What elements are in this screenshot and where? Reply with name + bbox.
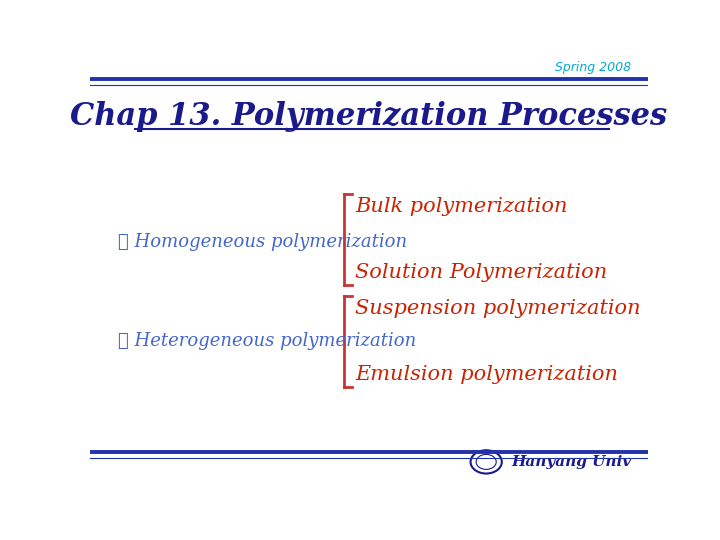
- Text: Bulk polymerization: Bulk polymerization: [355, 197, 567, 215]
- Text: Suspension polymerization: Suspension polymerization: [355, 299, 641, 318]
- Text: Solution Polymerization: Solution Polymerization: [355, 263, 607, 282]
- Text: ❖ Heterogeneous polymerization: ❖ Heterogeneous polymerization: [118, 332, 416, 350]
- Text: Emulsion polymerization: Emulsion polymerization: [355, 365, 618, 384]
- Text: ❖ Homogeneous polymerization: ❖ Homogeneous polymerization: [118, 233, 407, 251]
- Text: Hanyang Univ: Hanyang Univ: [511, 455, 631, 469]
- Text: Chap 13. Polymerization Processes: Chap 13. Polymerization Processes: [71, 102, 667, 132]
- Text: Spring 2008: Spring 2008: [555, 61, 631, 74]
